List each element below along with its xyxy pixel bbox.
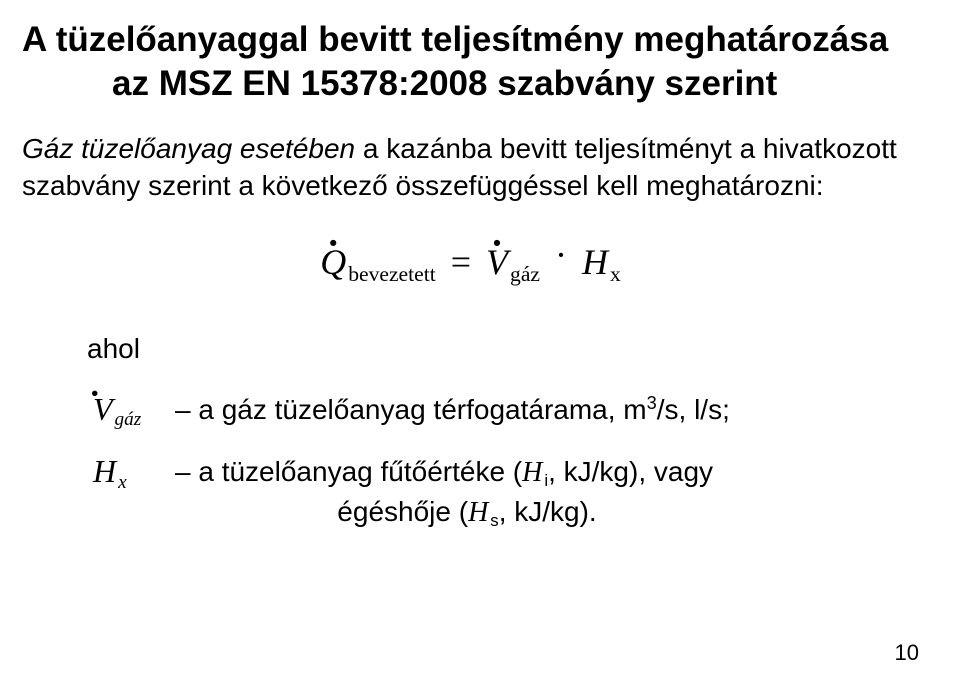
page-title: A tüzelőanyaggal bevitt teljesítmény meg… (22, 18, 919, 106)
def2-text-b: , kJ/kg), vagy (548, 456, 713, 487)
def2-symbol: Hx (93, 453, 175, 494)
def1-symbol: ● Vgáz (93, 391, 175, 432)
title-line-1: A tüzelőanyaggal bevitt teljesítmény meg… (22, 20, 888, 59)
intro-italic: Gáz tüzelőanyag esetében (22, 133, 355, 164)
intro-paragraph: Gáz tüzelőanyag esetében a kazánba bevit… (22, 130, 919, 206)
eq-H: H (582, 241, 608, 283)
eq-V: ● V (486, 241, 508, 283)
def1-text: – a gáz tüzelőanyag térfogatárama, m3/s,… (175, 391, 919, 429)
page-number: 10 (895, 640, 919, 666)
def2-Hi: H (522, 457, 542, 488)
def2-line2: égéshője (Hs, kJ/kg). (175, 493, 759, 533)
def1-sym-sub: gáz (115, 409, 142, 430)
def1-text-b: /s, l/s; (657, 394, 730, 425)
def2-Hs: H (468, 497, 488, 528)
eq-V-sub: gáz (510, 262, 540, 286)
dot-icon: ● (493, 235, 502, 252)
def2-line2-a: égéshője ( (337, 496, 468, 527)
where-label: ahol (87, 333, 919, 365)
eq-Q: ● Q (320, 241, 346, 283)
def2-text-a: a tüzelőanyag fűtőértéke ( (191, 456, 523, 487)
def2-Hs-sub: s (490, 511, 498, 530)
def2-sym-letter: H (93, 453, 116, 489)
where-block: ahol ● Vgáz – a gáz tüzelőanyag térfogat… (22, 333, 919, 533)
definitions: ● Vgáz – a gáz tüzelőanyag térfogatárama… (87, 391, 919, 533)
definition-row: Hx – a tüzelőanyag fűtőértéke (Hi, kJ/kg… (93, 453, 919, 532)
def1-dash: – (175, 394, 191, 425)
eq-H-letter: H (582, 242, 608, 282)
eq-equals: = (451, 242, 471, 282)
def2-text: – a tüzelőanyag fűtőértéke (Hi, kJ/kg), … (175, 453, 919, 532)
dot-icon: ● (91, 386, 99, 401)
dot-icon: ● (329, 235, 338, 252)
def2-line2-b: , kJ/kg). (499, 496, 597, 527)
equation: ● Q bevezetett = ● V gáz · H x (22, 241, 919, 286)
title-line-2: az MSZ EN 15378:2008 szabvány szerint (22, 62, 919, 106)
def2-line1: – a tüzelőanyag fűtőértéke (Hi, kJ/kg), … (175, 453, 919, 493)
eq-Q-sub: bevezetett (348, 262, 436, 286)
eq-H-sub: x (610, 262, 621, 286)
def1-sup: 3 (647, 393, 657, 413)
definition-row: ● Vgáz – a gáz tüzelőanyag térfogatárama… (93, 391, 919, 432)
eq-cdot: · (555, 235, 567, 275)
def1-text-a: a gáz tüzelőanyag térfogatárama, m (191, 394, 647, 425)
def2-sym-sub: x (118, 472, 127, 493)
def2-dash: – (175, 456, 191, 487)
